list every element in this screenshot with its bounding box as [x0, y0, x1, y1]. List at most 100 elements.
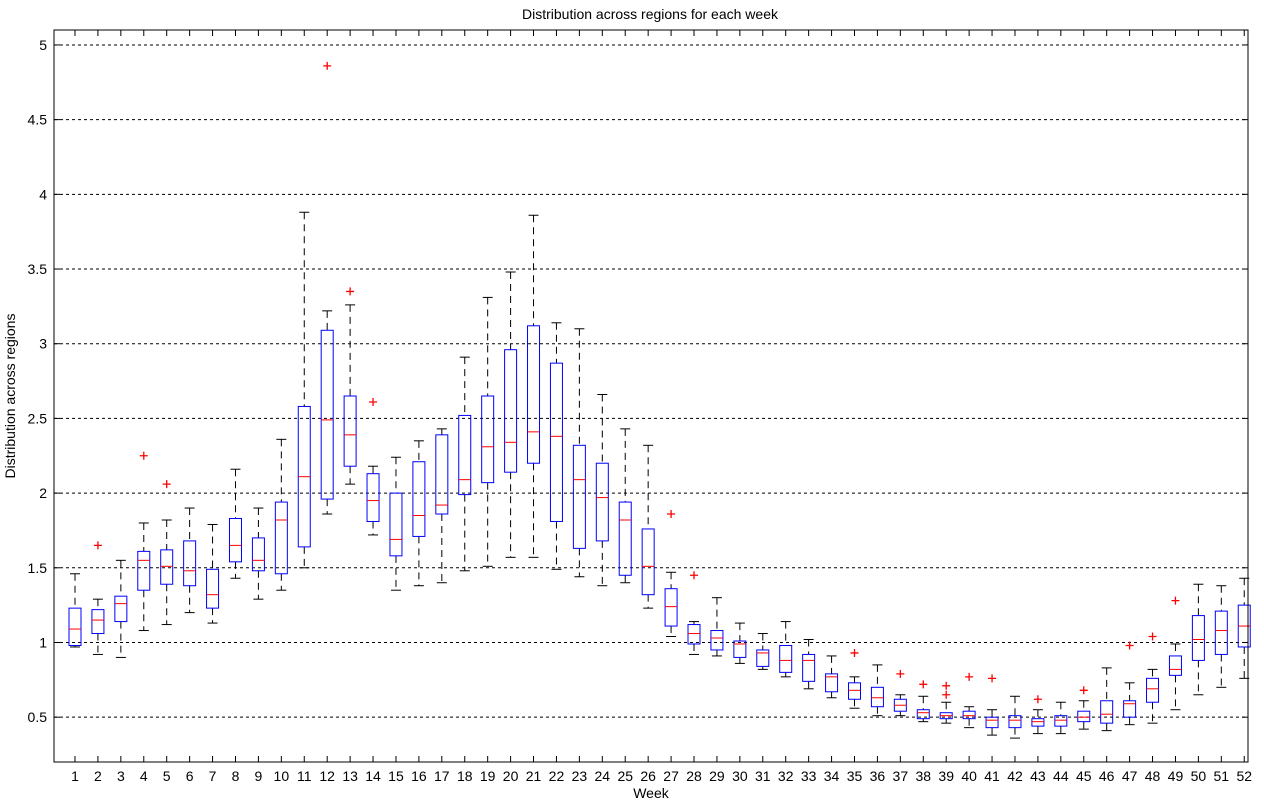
- outlier-marker: [346, 287, 355, 296]
- x-tick-label: 23: [572, 768, 588, 784]
- x-tick-label: 1: [71, 768, 79, 784]
- box-week-6: [183, 507, 197, 614]
- iqr-box: [641, 528, 655, 596]
- y-tick-label: 3.5: [28, 261, 48, 277]
- outlier-marker: [1033, 695, 1042, 704]
- box-week-42: [1008, 695, 1022, 739]
- box-week-14: [366, 397, 380, 536]
- box-week-45: [1077, 686, 1091, 730]
- iqr-box: [1168, 655, 1182, 676]
- x-tick-label: 19: [480, 768, 496, 784]
- iqr-box: [1191, 615, 1205, 661]
- outlier-marker: [988, 674, 997, 683]
- x-tick-label: 16: [411, 768, 427, 784]
- y-tick-label: 1.5: [28, 560, 48, 576]
- box-week-50: [1191, 583, 1205, 696]
- y-axis-label: Distribution across regions: [2, 314, 18, 479]
- box-week-33: [802, 639, 816, 690]
- iqr-box: [733, 640, 747, 658]
- box-week-4: [137, 451, 151, 632]
- box-week-52: [1237, 577, 1251, 679]
- iqr-box: [710, 630, 724, 651]
- box-week-34: [825, 655, 839, 699]
- box-week-8: [228, 468, 242, 579]
- iqr-box: [549, 362, 563, 522]
- x-tick-label: 33: [801, 768, 817, 784]
- chart-title: Distribution across regions for each wee…: [522, 6, 779, 22]
- iqr-box: [802, 653, 816, 682]
- box-week-22: [549, 322, 563, 570]
- x-tick-label: 44: [1053, 768, 1069, 784]
- y-tick-label: 4.5: [28, 112, 48, 128]
- x-tick-label: 12: [319, 768, 335, 784]
- x-tick-label: 52: [1236, 768, 1252, 784]
- box-week-17: [435, 428, 449, 584]
- box-week-39: [939, 681, 953, 724]
- box-week-7: [206, 523, 220, 624]
- x-tick-label: 13: [342, 768, 358, 784]
- x-tick-label: 49: [1168, 768, 1184, 784]
- iqr-box: [412, 461, 426, 537]
- iqr-box: [870, 686, 884, 708]
- iqr-box: [206, 568, 220, 609]
- iqr-box: [1123, 700, 1137, 718]
- box-week-2: [91, 541, 105, 655]
- x-tick-label: 14: [365, 768, 381, 784]
- iqr-box: [1031, 718, 1045, 727]
- box-week-48: [1146, 632, 1160, 724]
- box-week-47: [1123, 641, 1137, 726]
- iqr-box: [985, 716, 999, 729]
- outlier-marker: [162, 480, 171, 489]
- x-tick-label: 29: [709, 768, 725, 784]
- outlier-marker: [93, 541, 102, 550]
- box-week-49: [1168, 596, 1182, 711]
- x-tick-label: 21: [526, 768, 542, 784]
- iqr-box: [687, 624, 701, 645]
- box-week-18: [458, 356, 472, 572]
- y-tick-label: 4: [39, 186, 47, 202]
- outlier-marker: [896, 669, 905, 678]
- box-week-10: [274, 438, 288, 591]
- box-week-23: [572, 328, 586, 578]
- box-week-1: [68, 573, 82, 648]
- box-week-43: [1031, 695, 1045, 735]
- iqr-box: [504, 349, 518, 473]
- x-tick-label: 37: [893, 768, 909, 784]
- x-tick-label: 40: [961, 768, 977, 784]
- iqr-box: [1077, 710, 1091, 723]
- box-week-26: [641, 444, 655, 609]
- iqr-box: [91, 609, 105, 635]
- iqr-box: [320, 329, 334, 500]
- x-tick-label: 39: [938, 768, 954, 784]
- x-tick-label: 34: [824, 768, 840, 784]
- box-week-19: [481, 296, 495, 567]
- iqr-box: [847, 682, 861, 700]
- iqr-box: [435, 434, 449, 515]
- x-axis-label: Week: [633, 785, 670, 801]
- y-tick-label: 2: [39, 485, 47, 501]
- iqr-box: [160, 549, 174, 585]
- outlier-marker: [667, 510, 676, 519]
- y-tick-label: 0.5: [28, 709, 48, 725]
- x-tick-label: 41: [984, 768, 1000, 784]
- box-week-27: [664, 510, 678, 638]
- x-tick-label: 36: [870, 768, 886, 784]
- box-week-28: [687, 571, 701, 655]
- box-week-40: [962, 672, 976, 729]
- x-tick-label: 11: [297, 768, 312, 784]
- x-tick-label: 2: [94, 768, 102, 784]
- outlier-marker: [139, 451, 148, 460]
- box-week-24: [595, 394, 609, 587]
- x-tick-label: 27: [663, 768, 679, 784]
- iqr-box: [366, 473, 380, 522]
- box-week-38: [916, 680, 930, 723]
- x-tick-label: 28: [686, 768, 702, 784]
- iqr-box: [1100, 700, 1114, 724]
- grid-lines: [54, 44, 1248, 718]
- x-tick-label: 4: [140, 768, 148, 784]
- boxes-layer: [68, 61, 1251, 739]
- iqr-box: [68, 607, 82, 646]
- x-tick-label: 25: [617, 768, 633, 784]
- box-week-21: [527, 214, 541, 558]
